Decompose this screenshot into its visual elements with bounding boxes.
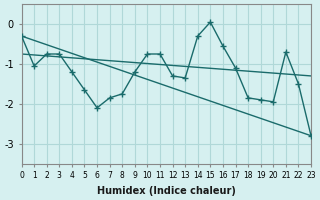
X-axis label: Humidex (Indice chaleur): Humidex (Indice chaleur) [97, 186, 236, 196]
